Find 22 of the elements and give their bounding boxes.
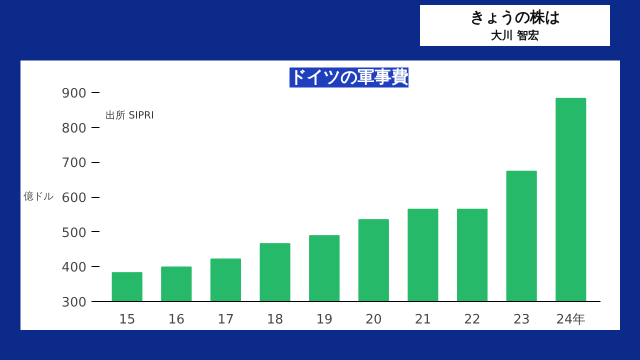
y-tick-label: 500 xyxy=(62,226,87,241)
x-tick-label: 19 xyxy=(316,312,333,328)
y-axis-title: 億ドル xyxy=(24,190,54,202)
x-tick-label: 18 xyxy=(266,312,284,328)
x-tick-label: 20 xyxy=(365,312,382,328)
x-tick-label: 21 xyxy=(414,312,432,328)
text: きょうの株は xyxy=(469,7,561,28)
x-tick-label: 16 xyxy=(168,312,185,328)
y-tick-label: 900 xyxy=(62,86,87,102)
y-tick-label: 700 xyxy=(62,156,87,172)
text: 大川 智宏 xyxy=(490,28,540,44)
x-tick-label: 24年 xyxy=(556,312,586,328)
y-tick-label: 800 xyxy=(62,121,87,136)
y-tick-label: 400 xyxy=(62,260,87,276)
annotation: 出所 SIPRI xyxy=(106,110,154,122)
x-tick-label: 22 xyxy=(464,312,481,328)
x-tick-label: 15 xyxy=(118,312,136,328)
x-tick-label: 17 xyxy=(217,312,234,328)
y-tick-label: 600 xyxy=(62,191,87,206)
chart-title: ドイツの軍事費 xyxy=(290,68,408,88)
y-tick-label: 300 xyxy=(62,296,87,310)
x-tick-label: 23 xyxy=(513,312,530,328)
